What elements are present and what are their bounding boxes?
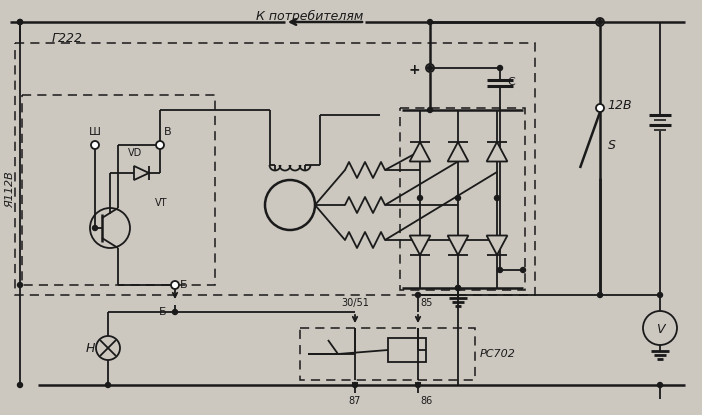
Polygon shape: [134, 166, 149, 180]
Circle shape: [93, 225, 98, 230]
Circle shape: [18, 283, 22, 288]
Text: C: C: [507, 77, 515, 87]
Text: Н: Н: [86, 342, 95, 354]
Text: Ш: Ш: [89, 127, 101, 137]
Circle shape: [105, 383, 110, 388]
Text: Г222: Г222: [52, 32, 83, 45]
Text: 30/51: 30/51: [341, 298, 369, 308]
Circle shape: [156, 141, 164, 149]
Polygon shape: [409, 235, 430, 255]
Circle shape: [352, 383, 357, 388]
Circle shape: [91, 141, 99, 149]
Circle shape: [456, 286, 461, 290]
Circle shape: [418, 195, 423, 200]
Text: S: S: [608, 139, 616, 151]
Circle shape: [416, 383, 420, 388]
Text: 86: 86: [420, 396, 432, 406]
Circle shape: [520, 268, 526, 273]
Text: Я112В: Я112В: [5, 172, 15, 208]
Circle shape: [498, 66, 503, 71]
Circle shape: [658, 293, 663, 298]
Circle shape: [18, 20, 22, 24]
Circle shape: [597, 20, 602, 24]
Text: В: В: [164, 127, 171, 137]
Text: VT: VT: [155, 198, 168, 208]
Circle shape: [498, 268, 503, 273]
Text: К потребителям: К потребителям: [256, 10, 364, 23]
Circle shape: [416, 293, 420, 298]
Circle shape: [494, 195, 500, 200]
Circle shape: [18, 383, 22, 388]
Polygon shape: [486, 235, 508, 255]
Circle shape: [596, 104, 604, 112]
Text: РС702: РС702: [480, 349, 516, 359]
Circle shape: [18, 20, 22, 24]
Polygon shape: [448, 142, 468, 161]
Circle shape: [428, 20, 432, 24]
Bar: [388, 338, 426, 362]
Text: Б: Б: [180, 280, 187, 290]
Circle shape: [456, 286, 461, 290]
Polygon shape: [448, 235, 468, 255]
Text: V: V: [656, 322, 664, 335]
Circle shape: [171, 281, 179, 289]
Circle shape: [428, 107, 432, 112]
Text: Б: Б: [159, 307, 167, 317]
Text: 87: 87: [349, 396, 362, 406]
Circle shape: [428, 66, 432, 71]
Polygon shape: [486, 142, 508, 161]
Text: VD: VD: [128, 148, 142, 158]
Circle shape: [596, 18, 604, 26]
Circle shape: [597, 293, 602, 298]
Text: 12В: 12В: [607, 98, 632, 112]
Circle shape: [426, 64, 434, 72]
Text: 85: 85: [420, 298, 432, 308]
Polygon shape: [409, 142, 430, 161]
Circle shape: [456, 195, 461, 200]
Text: +: +: [409, 63, 420, 77]
Circle shape: [173, 310, 178, 315]
Circle shape: [658, 383, 663, 388]
